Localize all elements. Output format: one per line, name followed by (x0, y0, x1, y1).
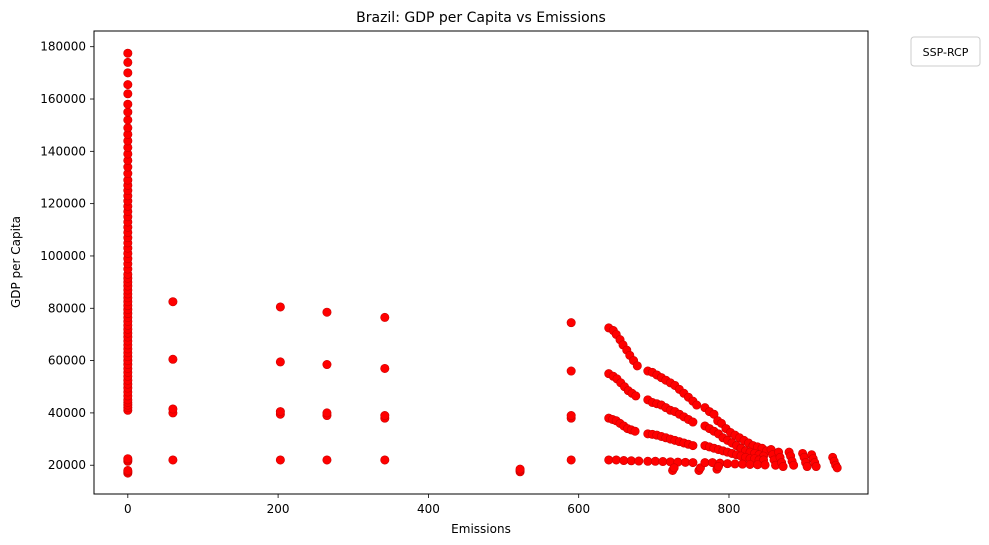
y-tick-label: 100000 (40, 249, 86, 263)
data-point (380, 312, 390, 322)
data-point (380, 411, 390, 421)
x-tick-label: 600 (567, 502, 590, 516)
data-point (322, 360, 332, 370)
data-point (643, 456, 653, 466)
legend-title: SSP-RCP (923, 46, 969, 59)
data-point (688, 441, 698, 451)
y-tick-label: 40000 (48, 406, 86, 420)
data-point (634, 456, 644, 466)
data-point (123, 123, 133, 133)
x-axis-ticks: 0 200 400 600 800 (124, 494, 740, 516)
data-point (168, 404, 178, 414)
y-tick-label: 20000 (48, 458, 86, 472)
y-tick-label: 120000 (40, 197, 86, 211)
data-point (713, 462, 723, 472)
data-point (658, 457, 668, 467)
data-point (515, 464, 525, 474)
data-point (669, 463, 679, 473)
data-point (123, 48, 133, 58)
data-points (123, 48, 842, 478)
data-point (275, 302, 285, 312)
data-point (630, 426, 640, 436)
data-point (275, 357, 285, 367)
data-point (123, 80, 133, 90)
data-point (566, 411, 576, 421)
data-point (778, 462, 788, 472)
x-tick-label: 400 (417, 502, 440, 516)
data-point (322, 307, 332, 317)
data-point (680, 457, 690, 467)
data-point (123, 57, 133, 67)
data-point (832, 463, 842, 473)
data-point (688, 458, 698, 468)
y-axis-ticks: 20000 40000 60000 80000 100000 120000 140000 16… (40, 40, 94, 472)
y-tick-label: 80000 (48, 301, 86, 315)
data-point (619, 456, 629, 466)
data-point (802, 462, 812, 472)
data-point (604, 455, 614, 465)
data-point (789, 460, 799, 470)
y-tick-label: 180000 (40, 40, 86, 54)
data-point (745, 459, 755, 469)
data-point (322, 408, 332, 418)
data-point (611, 455, 621, 465)
data-point (168, 297, 178, 307)
y-axis-title: GDP per Capita (9, 216, 23, 308)
data-point (730, 459, 740, 469)
x-tick-label: 800 (718, 502, 741, 516)
y-tick-label: 160000 (40, 92, 86, 106)
data-point (123, 107, 133, 117)
data-point (275, 407, 285, 417)
data-point (168, 354, 178, 364)
data-point (760, 460, 770, 470)
chart-title: Brazil: GDP per Capita vs Emissions (356, 10, 606, 26)
x-tick-label: 0 (124, 502, 132, 516)
y-tick-label: 140000 (40, 144, 86, 158)
data-point (380, 363, 390, 373)
data-point (632, 361, 642, 371)
data-point (123, 465, 133, 475)
data-point (123, 99, 133, 109)
data-point (722, 459, 732, 469)
data-point (626, 456, 636, 466)
data-point (700, 458, 710, 468)
legend: SSP-RCP (910, 36, 981, 67)
data-point (123, 68, 133, 78)
data-point (811, 462, 821, 472)
data-point (123, 454, 133, 464)
data-point (566, 455, 576, 465)
data-point (322, 455, 332, 465)
data-point (380, 455, 390, 465)
data-point (692, 400, 702, 410)
x-axis-title: Emissions (451, 522, 511, 536)
data-point (123, 115, 133, 125)
data-point (650, 456, 660, 466)
legend-box (910, 36, 981, 67)
data-point (275, 455, 285, 465)
data-point (688, 417, 698, 427)
data-point (631, 391, 641, 401)
data-point (753, 460, 763, 470)
data-point (738, 459, 748, 469)
data-point (168, 455, 178, 465)
y-tick-label: 60000 (48, 354, 86, 368)
data-point (566, 318, 576, 328)
data-point (566, 366, 576, 376)
x-tick-label: 200 (267, 502, 290, 516)
plot-area-frame (93, 30, 869, 495)
data-point (123, 89, 133, 99)
